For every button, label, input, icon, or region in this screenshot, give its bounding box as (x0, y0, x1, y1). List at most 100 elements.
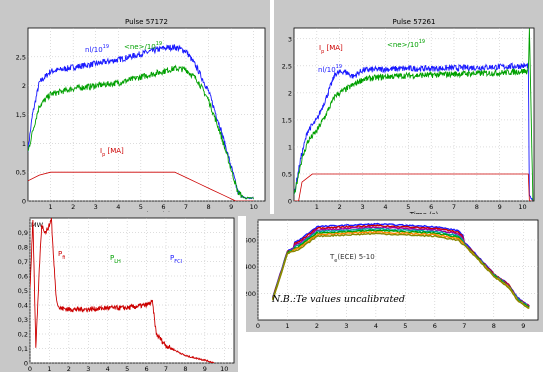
plot-area (293, 27, 535, 202)
x-tick-label-3: 4 (383, 203, 387, 211)
series-label-ne: <ne>/1019 (124, 41, 162, 51)
series-line-te-6 (272, 232, 530, 309)
y-tick-label-0: 200 (246, 290, 256, 298)
x-axis-label: Time (s) (409, 211, 439, 216)
panel-label-fi: Pfi (58, 250, 65, 261)
y-tick-label-4: 2 (22, 82, 26, 90)
x-tick-label-1: 2 (338, 203, 342, 211)
x-tick-label-10: 10 (220, 365, 228, 372)
series-group (30, 218, 215, 363)
y-tick-label-1: 0,5 (16, 169, 26, 177)
y-tick-label-2: 600 (246, 237, 256, 245)
y-tick-label-1: 0,1 (18, 345, 28, 353)
y-tick-label-4: 2 (288, 89, 292, 97)
x-tick-label-8: 9 (498, 203, 502, 211)
chart-te-ece: 0 1 2 3 4 5 6 7 8 9 200 400 600 Te(ECE) 5-10 N.B.:Te v… (246, 219, 539, 330)
y-tick-label-5: 0,5 (18, 287, 28, 295)
series-label-nl: nl/1019 (85, 44, 109, 54)
x-tick-label-9: 10 (518, 203, 526, 211)
x-tick-label-0: 0 (28, 365, 32, 372)
chart-pulse-57261: Pulse 57261 1 2 3 4 5 6 7 8 9 10 0 0,5 1 1,5 2 2,5 3 Time … (282, 18, 535, 216)
x-tick-label-5: 6 (161, 203, 165, 211)
series-line-2 (28, 171, 254, 201)
series-group (28, 44, 255, 201)
y-tick-label-1: 400 (246, 263, 256, 271)
series-label-ne: <ne>/1019 (387, 39, 425, 49)
y-tick-label-8: 0,8 (18, 244, 28, 252)
chart-title: Pulse 57172 (125, 18, 168, 26)
x-tick-label-0: 0 (256, 322, 260, 330)
x-tick-label-7: 8 (207, 203, 211, 211)
x-tick-label-8: 8 (492, 322, 496, 330)
y-tick-label-3: 1,5 (282, 116, 292, 124)
x-tick-label-6: 7 (452, 203, 456, 211)
y-tick-label-3: 1,5 (16, 111, 26, 119)
x-tick-label-1: 1 (47, 365, 51, 372)
y-tick-label-7: 0,7 (18, 258, 28, 266)
y-tick-label-9: 0,9 (18, 229, 28, 237)
x-tick-label-5: 5 (125, 365, 129, 372)
x-tick-label-2: 2 (67, 365, 71, 372)
x-tick-label-1: 1 (285, 322, 289, 330)
series-label-ip: Ip [MA] (319, 44, 343, 55)
panel-te-ece: 0 1 2 3 4 5 6 7 8 9 200 400 600 Te(ECE) 5-10 N.B.:Te v… (246, 214, 543, 332)
series-line-1 (294, 28, 534, 201)
panel-power-mw: 0 1 2 3 4 5 6 7 8 9 10 0 0,1 0,2 0,3 0,4 0,5 0,6 0,7 0,8 0,9… (0, 212, 238, 372)
y-tick-label-5: 2,5 (282, 62, 292, 70)
y-tick-label-0: 0 (22, 198, 26, 206)
series-group (294, 28, 534, 201)
series-label-ip: Ip [MA] (100, 147, 124, 158)
series-line-0 (294, 62, 533, 201)
x-tick-label-3: 4 (116, 203, 120, 211)
x-tick-label-2: 3 (361, 203, 365, 211)
y-tick-label-6: 3 (288, 35, 292, 43)
series-line-2 (294, 173, 533, 201)
y-tick-label-6: 0,6 (18, 273, 28, 281)
y-tick-label-2: 1 (288, 143, 292, 151)
x-tick-label-6: 6 (145, 365, 149, 372)
panel-label-te-ece: Te(ECE) 5-10 (329, 253, 375, 264)
series-line-0 (28, 44, 255, 200)
x-tick-label-1: 2 (71, 203, 75, 211)
x-tick-label-4: 5 (406, 203, 410, 211)
x-tick-label-4: 5 (139, 203, 143, 211)
x-tick-label-2: 2 (315, 322, 319, 330)
grid (294, 28, 534, 202)
x-tick-label-8: 9 (229, 203, 233, 211)
x-tick-label-9: 10 (250, 203, 258, 211)
chart-power-mw: 0 1 2 3 4 5 6 7 8 9 10 0 0,1 0,2 0,3 0,4 0,5 0,6 0,7 0,8 0,9… (18, 217, 235, 372)
x-tick-label-0: 1 (49, 203, 53, 211)
x-tick-label-9: 9 (203, 365, 207, 372)
y-tick-label-2: 1 (22, 140, 26, 148)
chart-title: Pulse 57261 (393, 18, 436, 26)
x-tick-label-0: 1 (315, 203, 319, 211)
x-tick-label-5: 5 (403, 322, 407, 330)
x-tick-label-3: 3 (344, 322, 348, 330)
x-tick-label-2: 3 (94, 203, 98, 211)
x-tick-label-7: 7 (164, 365, 168, 372)
x-tick-label-4: 4 (374, 322, 378, 330)
y-tick-label-0: 0 (288, 198, 292, 206)
y-tick-label-0: 0 (24, 360, 28, 368)
x-tick-label-4: 4 (106, 365, 110, 372)
y-tick-label-5: 2,5 (16, 53, 26, 61)
note-uncalibrated: N.B.:Te values uncalibrated (271, 294, 405, 305)
x-tick-label-7: 7 (462, 322, 466, 330)
y-axis-label: MW (31, 221, 44, 229)
x-tick-label-3: 3 (86, 365, 90, 372)
y-tick-label-3: 0,3 (18, 316, 28, 324)
series-line-0 (30, 218, 215, 363)
panel-pulse-57261: Pulse 57261 1 2 3 4 5 6 7 8 9 10 0 0,5 1 1,5 2 2,5 3 Time … (274, 0, 543, 216)
series-group (272, 222, 530, 310)
y-tick-label-4: 0,4 (18, 302, 28, 310)
y-tick-label-2: 0,2 (18, 331, 28, 339)
y-tick-label-1: 0,5 (282, 170, 292, 178)
x-tick-label-9: 9 (521, 322, 525, 330)
x-tick-label-8: 8 (183, 365, 187, 372)
x-tick-label-5: 6 (429, 203, 433, 211)
x-tick-label-6: 7 (184, 203, 188, 211)
x-tick-label-6: 6 (433, 322, 437, 330)
panel-label-LH: PLH (110, 254, 121, 265)
